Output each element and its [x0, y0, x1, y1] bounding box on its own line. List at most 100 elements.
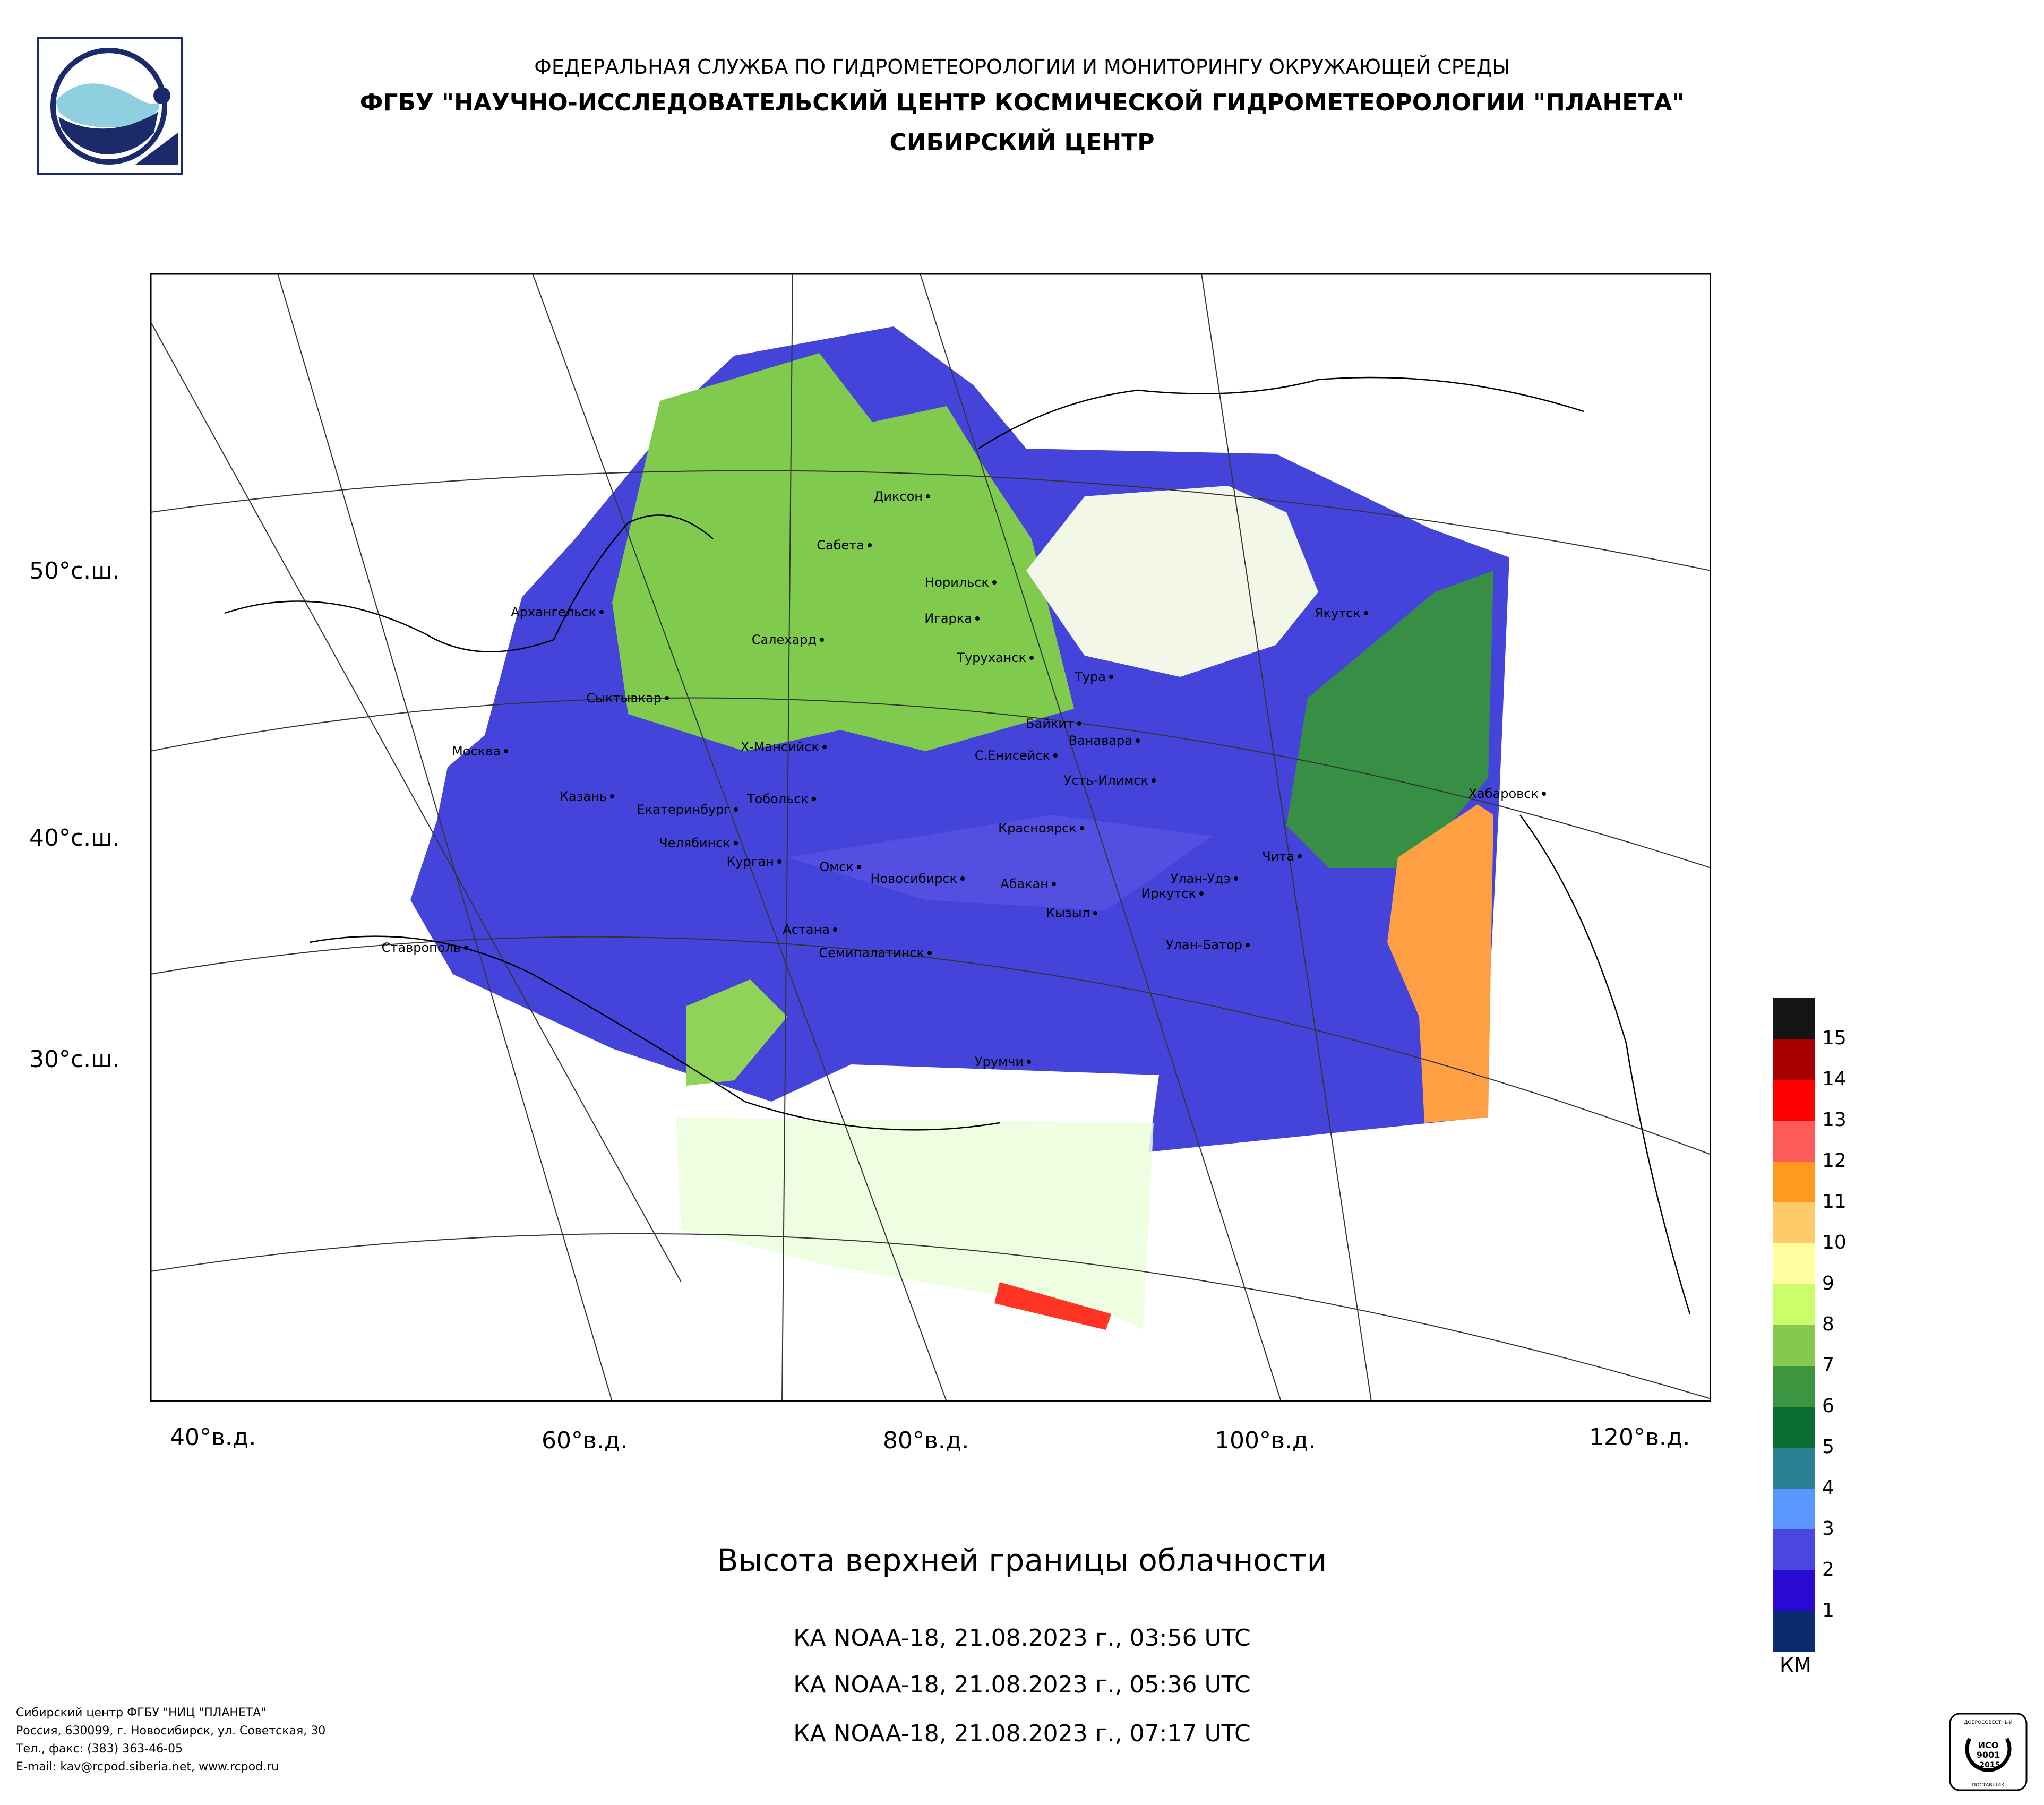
city-omsk: Омск — [819, 859, 861, 874]
legend-swatch-1 — [1773, 1570, 1815, 1611]
pass-info-1: КА NOAA-18, 21.08.2023 г., 03:56 UTC — [793, 1624, 1251, 1652]
legend-label-12: 12 — [1822, 1150, 1847, 1172]
svg-text:Сыктывкар: Сыктывкар — [586, 691, 662, 706]
header-institute: ФГБУ "НАУЧНО-ИССЛЕДОВАТЕЛЬСКИЙ ЦЕНТР КОС… — [359, 89, 1685, 116]
legend-swatch-7 — [1773, 1325, 1815, 1366]
city-kazan: Казань — [560, 789, 614, 804]
legend-label-5: 5 — [1822, 1436, 1834, 1458]
svg-text:Новосибирск: Новосибирск — [870, 871, 957, 886]
legend-label-9: 9 — [1822, 1273, 1834, 1294]
svg-text:Хабаровск: Хабаровск — [1468, 786, 1539, 801]
footer-org: Сибирский центр ФГБУ "НИЦ "ПЛАНЕТА" — [16, 1706, 267, 1720]
svg-text:Улан-Батор: Улан-Батор — [1166, 938, 1242, 952]
legend-swatch-15 — [1773, 998, 1815, 1039]
city-baykit: Байкит — [1026, 716, 1081, 731]
legend-label-4: 4 — [1822, 1477, 1834, 1499]
header-agency: ФЕДЕРАЛЬНАЯ СЛУЖБА ПО ГИДРОМЕТЕОРОЛОГИИ … — [534, 55, 1510, 79]
legend-label-14: 14 — [1822, 1068, 1847, 1090]
svg-text:Казань: Казань — [560, 789, 607, 804]
svg-text:Москва: Москва — [452, 744, 501, 759]
legend-label-8: 8 — [1822, 1313, 1834, 1335]
legend-label-7: 7 — [1822, 1354, 1834, 1376]
lon-label-40: 40°в.д. — [170, 1424, 256, 1451]
legend-swatch-6 — [1773, 1366, 1815, 1407]
footer-email: E-mail: kav@rcpod.siberia.net, www.rcpod… — [16, 1760, 279, 1774]
map-title: Высота верхней границы облачности — [717, 1542, 1327, 1578]
svg-text:Х-Мансийск: Х-Мансийск — [741, 740, 819, 754]
city-ust-ilimsk: Усть-Илимск — [1064, 773, 1156, 788]
svg-text:Диксон: Диксон — [874, 489, 923, 504]
svg-text:Норильск: Норильск — [925, 575, 989, 590]
legend-unit: КМ — [1780, 1654, 1811, 1677]
legend-swatch-13 — [1773, 1080, 1815, 1121]
header-center: СИБИРСКИЙ ЦЕНТР — [889, 129, 1155, 156]
city-yakutsk: Якутск — [1315, 606, 1368, 621]
legend-swatch-14 — [1773, 1039, 1815, 1080]
svg-text:ПОСТАВЩИК: ПОСТАВЩИК — [1972, 1783, 2005, 1788]
city-ulan-ude: Улан-Удэ — [1171, 871, 1238, 886]
city-kyzyl: Кызыл — [1046, 906, 1097, 921]
svg-text:Абакан: Абакан — [1000, 876, 1049, 891]
legend-swatch-3 — [1773, 1489, 1815, 1529]
svg-text:Красноярск: Красноярск — [998, 821, 1077, 836]
legend-label-11: 11 — [1822, 1191, 1847, 1213]
satellite-swath — [410, 326, 1509, 1330]
svg-text:Ставрополь: Ставрополь — [382, 940, 461, 955]
svg-text:Астана: Астана — [783, 922, 830, 937]
svg-text:Тура: Тура — [1074, 669, 1106, 684]
svg-text:Якутск: Якутск — [1315, 606, 1361, 621]
city-dikson: Диксон — [874, 489, 930, 504]
city-s-eniseysk: С.Енисейск — [975, 748, 1058, 763]
legend-swatch-9 — [1773, 1243, 1815, 1284]
legend-swatch-8 — [1773, 1284, 1815, 1325]
svg-text:Курган: Курган — [727, 854, 774, 869]
graticule — [150, 273, 1711, 1402]
city-arkhangelsk: Архангельск — [511, 605, 604, 620]
pass-info-2: КА NOAA-18, 21.08.2023 г., 05:36 UTC — [793, 1671, 1251, 1698]
city-salekhard: Салехард — [752, 632, 824, 647]
iso-9001-mark: ДОБРОСОВЕСТНЫЙ ИСО 9001 -2015 ПОСТАВЩИК — [1949, 1713, 2028, 1791]
city-novosibirsk: Новосибирск — [870, 871, 965, 886]
legend-label-3: 3 — [1822, 1518, 1834, 1540]
svg-text:ИСО: ИСО — [1978, 1740, 1999, 1750]
svg-text:Сабета: Сабета — [817, 538, 864, 553]
city-khanty-mansiysk: Х-Мансийск — [741, 740, 827, 754]
planeta-logo — [37, 37, 183, 175]
svg-text:Кызыл: Кызыл — [1046, 906, 1090, 921]
city-kurgan: Курган — [727, 854, 781, 869]
city-semipalatinsk: Семипалатинск — [819, 946, 932, 960]
city-syktyvkar: Сыктывкар — [586, 691, 669, 706]
svg-text:Урумчи: Урумчи — [975, 1054, 1024, 1069]
city-labels: Диксон Сабета Норильск Игарка Салехард Т… — [382, 489, 1546, 1069]
svg-text:Семипалатинск: Семипалатинск — [819, 946, 924, 960]
legend-swatch-5 — [1773, 1407, 1815, 1448]
city-khabarovsk: Хабаровск — [1468, 786, 1546, 801]
pass-info-3: КА NOAA-18, 21.08.2023 г., 07:17 UTC — [793, 1720, 1251, 1747]
svg-text:Усть-Илимск: Усть-Илимск — [1064, 773, 1148, 788]
coastlines — [224, 376, 1691, 1314]
svg-text:Тобольск: Тобольск — [746, 792, 809, 806]
legend-label-6: 6 — [1822, 1395, 1834, 1417]
svg-text:Байкит: Байкит — [1026, 716, 1074, 731]
lon-label-80: 80°в.д. — [883, 1427, 969, 1454]
lon-label-60: 60°в.д. — [542, 1427, 628, 1454]
legend-swatch-2 — [1773, 1529, 1815, 1570]
city-stavropol: Ставрополь — [382, 940, 468, 955]
city-irkutsk: Иркутск — [1141, 886, 1204, 901]
city-abakan: Абакан — [1000, 876, 1056, 891]
city-tobolsk: Тобольск — [746, 792, 816, 806]
svg-text:Архангельск: Архангельск — [511, 605, 596, 620]
svg-text:Омск: Омск — [819, 859, 854, 874]
svg-text:ДОБРОСОВЕСТНЫЙ: ДОБРОСОВЕСТНЫЙ — [1964, 1719, 2012, 1725]
svg-text:Игарка: Игарка — [924, 611, 972, 626]
legend-label-15: 15 — [1822, 1027, 1847, 1049]
legend-label-1: 1 — [1822, 1600, 1834, 1621]
footer-address: Россия, 630099, г. Новосибирск, ул. Сове… — [16, 1724, 326, 1738]
svg-text:-2015: -2015 — [1977, 1761, 2000, 1769]
city-igarka: Игарка — [924, 611, 980, 626]
city-moskva: Москва — [452, 744, 508, 759]
lat-label-50: 50°с.ш. — [29, 557, 120, 585]
city-vanavara: Ванавара — [1069, 733, 1140, 748]
legend-swatch-4 — [1773, 1448, 1815, 1489]
legend-label-2: 2 — [1822, 1559, 1834, 1580]
